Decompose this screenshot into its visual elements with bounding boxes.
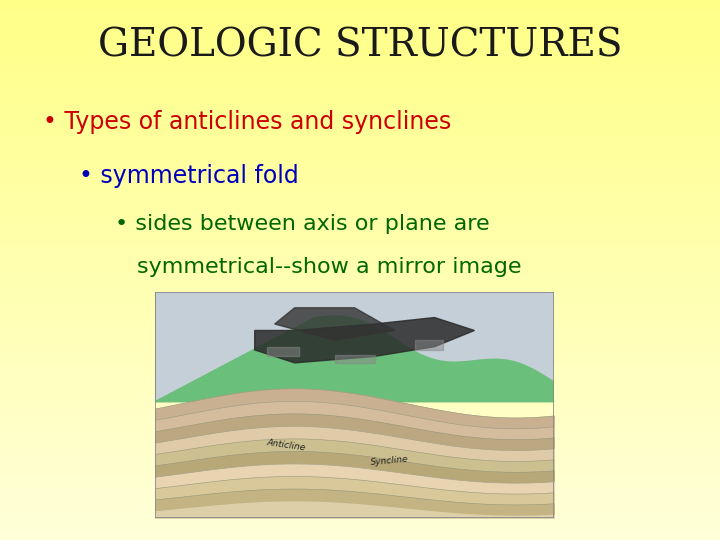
Polygon shape xyxy=(335,355,374,363)
Polygon shape xyxy=(415,340,443,350)
Polygon shape xyxy=(266,347,299,356)
Polygon shape xyxy=(275,308,395,340)
Text: GEOLOGIC STRUCTURES: GEOLOGIC STRUCTURES xyxy=(98,28,622,64)
Polygon shape xyxy=(255,318,474,363)
Bar xyxy=(155,292,554,402)
Polygon shape xyxy=(155,292,554,402)
Text: symmetrical--show a mirror image: symmetrical--show a mirror image xyxy=(137,257,521,278)
Text: • sides between axis or plane are: • sides between axis or plane are xyxy=(115,214,490,234)
Text: Anticline: Anticline xyxy=(266,438,307,453)
Text: • symmetrical fold: • symmetrical fold xyxy=(79,164,299,187)
Text: • Types of anticlines and synclines: • Types of anticlines and synclines xyxy=(43,110,451,133)
Text: Syncline: Syncline xyxy=(371,455,410,467)
